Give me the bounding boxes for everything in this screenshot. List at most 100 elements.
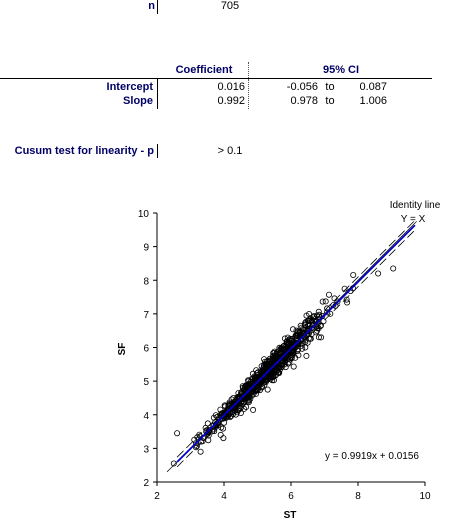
data-point (197, 448, 204, 455)
table-header-coefficient: Coefficient (175, 64, 233, 76)
data-point (264, 386, 271, 393)
cusum-divider (157, 144, 158, 158)
data-point (343, 296, 350, 303)
data-point (253, 370, 260, 377)
data-point (375, 270, 382, 277)
ci-low-slope: 0.978 (290, 95, 318, 107)
data-point (318, 334, 325, 341)
y-tick-label: 6 (143, 344, 149, 355)
identity-line-label-2: Y = X (401, 214, 426, 225)
data-point (232, 400, 239, 407)
fit-equation: y = 0.9919x + 0.0156 (325, 451, 419, 462)
ci-sep-intercept: to (325, 81, 335, 93)
data-point (196, 431, 203, 438)
data-point (213, 420, 220, 427)
data-point (285, 337, 292, 344)
table-header-ci: 95% CI (322, 64, 360, 76)
data-point (289, 326, 296, 333)
ci-lower-line (176, 229, 416, 468)
n-divider (157, 0, 158, 14)
data-point (270, 377, 277, 384)
data-point (241, 405, 248, 412)
data-point (273, 349, 280, 356)
data-point (290, 363, 297, 370)
data-point (253, 367, 260, 374)
data-point (316, 311, 323, 318)
data-point (320, 318, 327, 325)
row-label-intercept: Intercept (106, 81, 153, 93)
data-point (334, 298, 341, 305)
table-label-divider (157, 79, 158, 109)
data-point (248, 388, 255, 395)
data-point (269, 377, 276, 384)
data-point (209, 428, 216, 435)
data-point (244, 382, 251, 389)
data-point (303, 352, 310, 359)
y-tick-label: 2 (143, 478, 149, 489)
data-point (205, 437, 212, 444)
cusum-label: Cusum test for linearity - p (14, 145, 154, 157)
data-point (311, 316, 318, 323)
data-point (224, 413, 231, 420)
lines-layer (166, 220, 417, 473)
data-point (192, 444, 199, 451)
data-point (220, 435, 227, 442)
data-point (240, 398, 247, 405)
data-point (204, 420, 211, 427)
data-point (302, 344, 309, 351)
data-point (248, 392, 255, 399)
y-tick-label: 10 (138, 209, 150, 220)
data-point (199, 438, 206, 445)
data-point (319, 298, 326, 305)
data-point (325, 291, 332, 298)
data-point (308, 331, 315, 338)
n-label: n (148, 0, 155, 12)
x-tick-label: 2 (154, 491, 160, 502)
data-point (315, 334, 322, 341)
data-point (300, 327, 307, 334)
data-point (293, 327, 300, 334)
data-point (205, 429, 212, 436)
data-point (243, 403, 250, 410)
x-tick-label: 8 (355, 491, 361, 502)
x-tick-label: 10 (419, 491, 431, 502)
y-tick-label: 7 (143, 310, 149, 321)
data-point (276, 369, 283, 376)
data-point (231, 407, 238, 414)
data-point (250, 406, 257, 413)
x-tick-label: 4 (221, 491, 227, 502)
n-value: 705 (220, 0, 240, 12)
coef-slope: 0.992 (217, 95, 245, 107)
identity-line-label-1: Identity line (390, 200, 441, 211)
fit-line (176, 224, 416, 463)
data-point (174, 430, 181, 437)
data-point (298, 335, 305, 342)
data-point (170, 460, 177, 467)
table-dotted-divider-body (248, 79, 249, 109)
cusum-value: > 0.1 (217, 145, 243, 157)
axes-layer: 2 3 4 5 6 7 8 9 10 2 4 6 8 10 (138, 209, 431, 502)
data-point (260, 364, 267, 371)
y-tick-label: 3 (143, 444, 149, 455)
row-label-slope: Slope (123, 95, 153, 107)
ci-low-intercept: -0.056 (286, 81, 318, 93)
y-axis-title: SF (117, 343, 128, 356)
data-point (217, 431, 224, 438)
ci-sep-slope: to (325, 95, 335, 107)
data-point (254, 378, 261, 385)
data-point (260, 368, 267, 375)
data-point (322, 298, 329, 305)
data-point (245, 397, 252, 404)
data-point (344, 299, 351, 306)
data-point (341, 285, 348, 292)
points-layer (170, 265, 397, 467)
x-axis-title: ST (284, 510, 297, 521)
data-point (244, 393, 251, 400)
data-point (225, 401, 232, 408)
table-dotted-divider (248, 62, 249, 78)
data-point (284, 349, 291, 356)
data-point (253, 374, 260, 381)
ci-high-intercept: 0.087 (359, 81, 387, 93)
x-tick-label: 6 (288, 491, 294, 502)
ci-upper-line (176, 220, 416, 458)
